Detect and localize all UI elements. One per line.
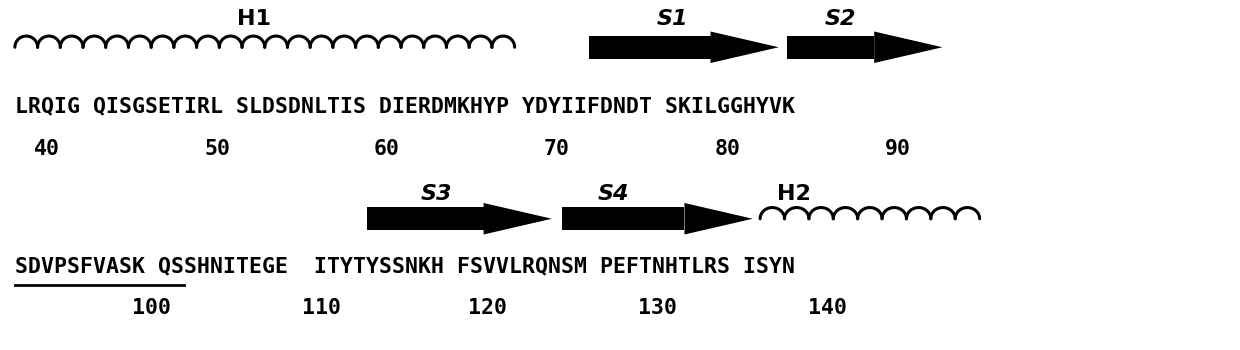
Polygon shape <box>484 203 552 235</box>
Bar <box>589 36 711 58</box>
Bar <box>787 36 874 58</box>
Polygon shape <box>711 32 779 63</box>
Text: 70: 70 <box>544 139 569 159</box>
Text: 80: 80 <box>715 139 740 159</box>
Text: 40: 40 <box>35 139 60 159</box>
Text: S1: S1 <box>656 9 688 29</box>
Bar <box>367 207 484 230</box>
Text: 130: 130 <box>637 298 677 318</box>
Text: 110: 110 <box>301 298 341 318</box>
Text: H2: H2 <box>776 184 811 204</box>
Polygon shape <box>684 203 753 235</box>
Text: 50: 50 <box>205 139 229 159</box>
Text: S4: S4 <box>598 184 630 204</box>
Text: S2: S2 <box>825 9 857 29</box>
Bar <box>562 207 684 230</box>
Text: 120: 120 <box>467 298 507 318</box>
Text: 60: 60 <box>374 139 399 159</box>
Text: SDVPSFVASK QSSHNITEGE  ITYTYSSNKH FSVVLRQNSM PEFTNHTLRS ISYN: SDVPSFVASK QSSHNITEGE ITYTYSSNKH FSVVLRQ… <box>15 256 795 276</box>
Text: 90: 90 <box>885 139 910 159</box>
Text: LRQIG QISGSETIRL SLDSDNLTIS DIERDMKHYP YDYIIFDNDT SKILGGHYVK: LRQIG QISGSETIRL SLDSDNLTIS DIERDMKHYP Y… <box>15 97 795 117</box>
Text: 140: 140 <box>807 298 847 318</box>
Text: S3: S3 <box>420 184 453 204</box>
Text: H1: H1 <box>237 9 272 29</box>
Text: 100: 100 <box>131 298 171 318</box>
Polygon shape <box>874 32 942 63</box>
